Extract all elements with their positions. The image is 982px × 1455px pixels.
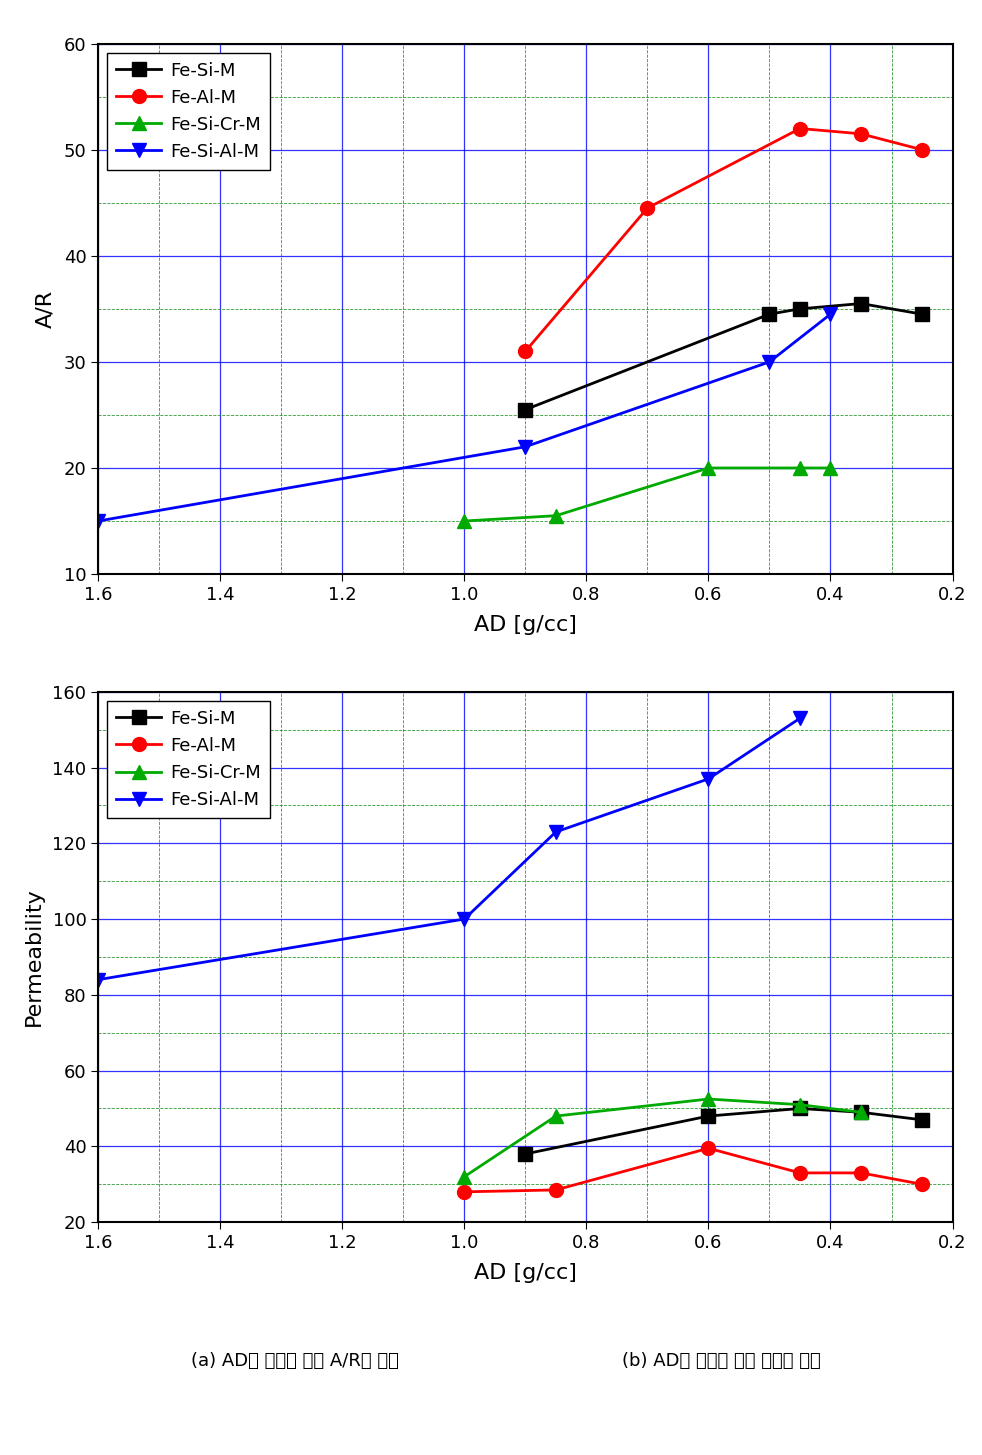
- Fe-Si-M: [855, 295, 867, 313]
- Fe-Si-Al-M: [519, 438, 531, 455]
- Fe-Si-M: [916, 306, 928, 323]
- X-axis label: AD [g/cc]: AD [g/cc]: [474, 1263, 576, 1283]
- Fe-Al-M: [519, 342, 531, 359]
- Fe-Si-Cr-M: [550, 506, 562, 524]
- Line: Fe-Al-M: Fe-Al-M: [458, 1141, 929, 1199]
- Text: (a) AD의 변화에 따른 A/R의 변화: (a) AD의 변화에 따른 A/R의 변화: [191, 1352, 399, 1371]
- Fe-Si-M: [916, 1112, 928, 1129]
- Y-axis label: Permeability: Permeability: [24, 888, 44, 1026]
- Fe-Si-Al-M: [794, 710, 806, 728]
- Line: Fe-Si-Cr-M: Fe-Si-Cr-M: [458, 461, 838, 528]
- Line: Fe-Si-Al-M: Fe-Si-Al-M: [91, 711, 807, 986]
- Fe-Si-Cr-M: [550, 1107, 562, 1125]
- Fe-Al-M: [855, 125, 867, 143]
- Fe-Al-M: [855, 1164, 867, 1181]
- Line: Fe-Si-M: Fe-Si-M: [518, 297, 929, 416]
- Fe-Si-M: [519, 1145, 531, 1163]
- Fe-Al-M: [459, 1183, 470, 1200]
- Y-axis label: A/R: A/R: [35, 290, 55, 327]
- Fe-Si-Al-M: [550, 824, 562, 841]
- Fe-Si-Cr-M: [855, 1103, 867, 1120]
- Fe-Al-M: [550, 1181, 562, 1199]
- Fe-Si-M: [702, 1107, 714, 1125]
- Line: Fe-Si-Al-M: Fe-Si-Al-M: [91, 307, 838, 528]
- Legend: Fe-Si-M, Fe-Al-M, Fe-Si-Cr-M, Fe-Si-Al-M: Fe-Si-M, Fe-Al-M, Fe-Si-Cr-M, Fe-Si-Al-M: [107, 52, 270, 170]
- Fe-Si-Cr-M: [702, 460, 714, 477]
- Fe-Al-M: [702, 1139, 714, 1157]
- Fe-Si-Al-M: [92, 512, 104, 530]
- Fe-Si-Cr-M: [702, 1090, 714, 1107]
- Fe-Si-Cr-M: [794, 460, 806, 477]
- Line: Fe-Al-M: Fe-Al-M: [518, 122, 929, 358]
- Fe-Si-M: [855, 1103, 867, 1120]
- Line: Fe-Si-Cr-M: Fe-Si-Cr-M: [458, 1093, 868, 1183]
- Fe-Al-M: [641, 199, 653, 217]
- Text: (b) AD의 변화에 따른 투자율 변화: (b) AD의 변화에 따른 투자율 변화: [623, 1352, 821, 1371]
- Fe-Si-Al-M: [702, 770, 714, 787]
- Fe-Si-Cr-M: [459, 1168, 470, 1186]
- Fe-Si-Cr-M: [825, 460, 837, 477]
- Fe-Al-M: [916, 1176, 928, 1193]
- Legend: Fe-Si-M, Fe-Al-M, Fe-Si-Cr-M, Fe-Si-Al-M: Fe-Si-M, Fe-Al-M, Fe-Si-Cr-M, Fe-Si-Al-M: [107, 701, 270, 818]
- Fe-Si-Cr-M: [794, 1096, 806, 1113]
- X-axis label: AD [g/cc]: AD [g/cc]: [474, 615, 576, 634]
- Line: Fe-Si-M: Fe-Si-M: [518, 1101, 929, 1161]
- Fe-Si-M: [764, 306, 776, 323]
- Fe-Si-M: [794, 1100, 806, 1117]
- Fe-Si-Al-M: [825, 306, 837, 323]
- Fe-Si-Al-M: [92, 970, 104, 988]
- Fe-Si-M: [794, 300, 806, 317]
- Fe-Al-M: [916, 141, 928, 159]
- Fe-Si-Cr-M: [459, 512, 470, 530]
- Fe-Si-Al-M: [459, 911, 470, 928]
- Fe-Si-Al-M: [764, 354, 776, 371]
- Fe-Al-M: [794, 1164, 806, 1181]
- Fe-Al-M: [794, 119, 806, 137]
- Fe-Si-M: [519, 402, 531, 419]
